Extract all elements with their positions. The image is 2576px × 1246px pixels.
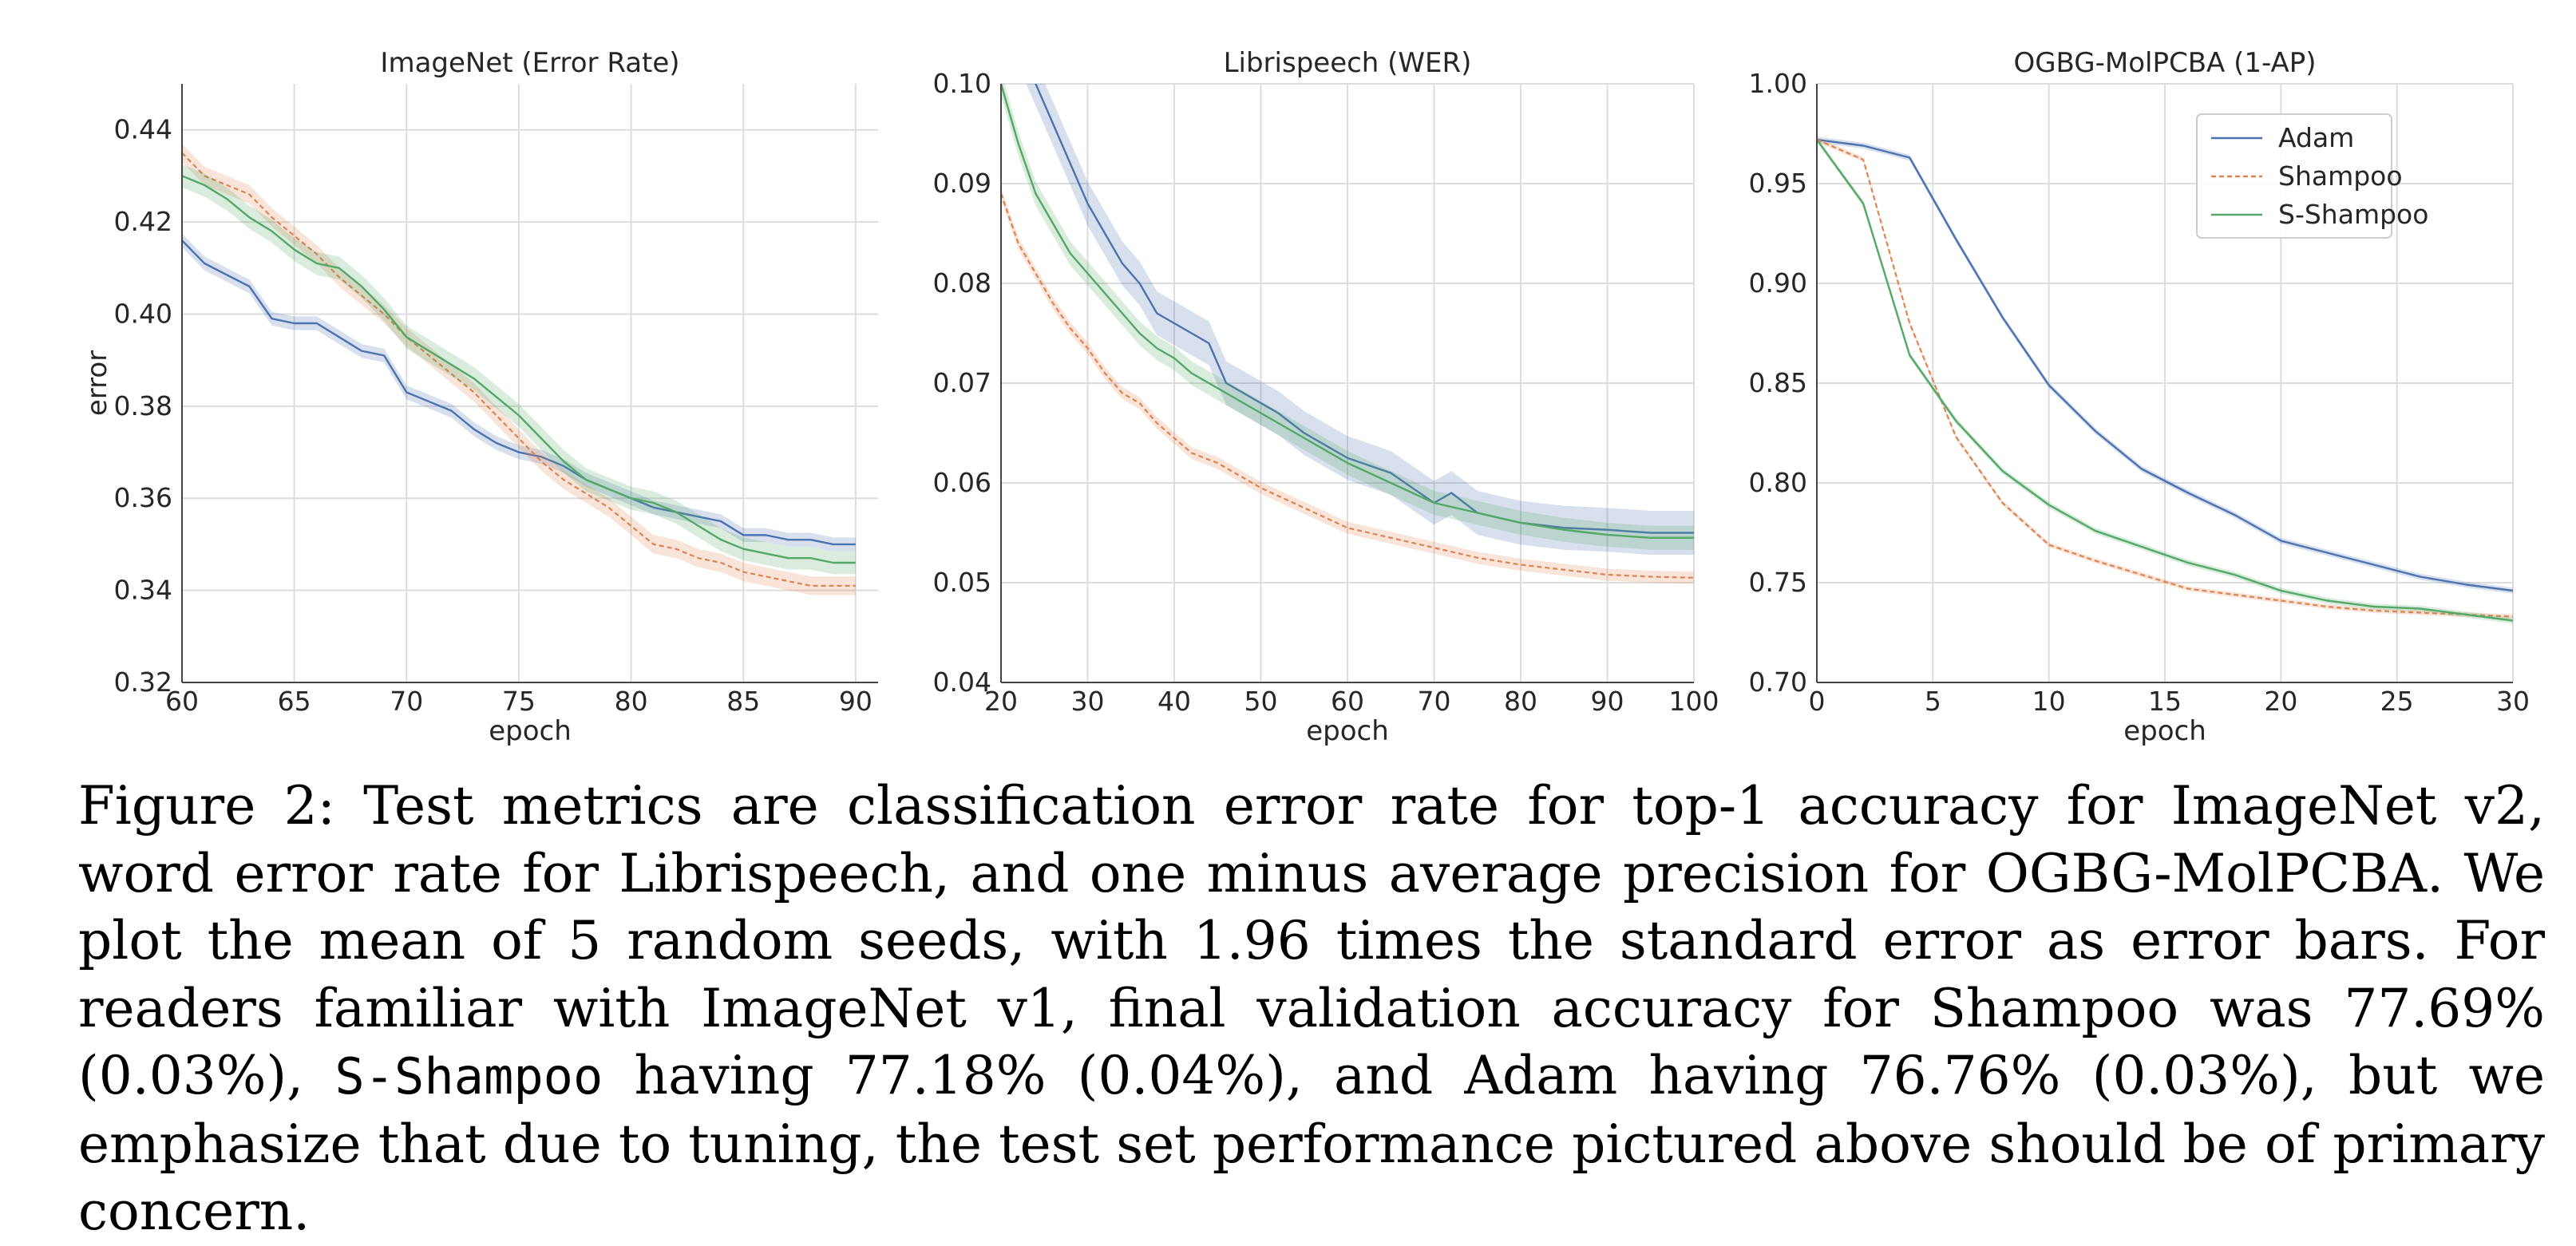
x-tick-label: 20	[2264, 686, 2297, 717]
y-tick-label: 0.08	[933, 267, 991, 299]
y-tick-label: 0.42	[114, 206, 172, 237]
y-tick-label: 0.04	[933, 667, 991, 698]
series-line-shampoo	[1001, 193, 1694, 579]
legend: Adam Shampoo S-Shampoo	[2196, 113, 2428, 239]
x-tick-label: 80	[1504, 686, 1537, 717]
y-tick-label: 0.34	[114, 575, 172, 606]
y-tick-label: 0.95	[1749, 168, 1807, 199]
caption-text-1: Figure 2: Test metrics are classificatio…	[78, 775, 2545, 1106]
plot-area	[1001, 84, 1694, 584]
x-tick-label: 90	[839, 686, 873, 717]
figure-caption: Figure 2: Test metrics are classificatio…	[78, 773, 2545, 1246]
y-tick-label: 0.80	[1749, 467, 1807, 498]
x-tick-label: 0	[1809, 686, 1826, 717]
y-tick-label: 0.38	[114, 390, 172, 421]
series-line-shampoo	[182, 152, 856, 587]
y-tick-label: 0.40	[114, 298, 172, 329]
chart-panel-1: 60 65 70 75 80 85 90 0.32 0.34 0.36 0.38 0.40 0.42 0.…	[81, 47, 878, 747]
charts-svg: 60 65 70 75 80 85 90 0.32 0.34 0.36 0.38 0.40 0.42 0.…	[81, 47, 2530, 747]
series-line-s-shampoo	[182, 175, 856, 564]
series-line-adam	[182, 239, 856, 546]
y-tick-label: 0.90	[1749, 267, 1807, 299]
x-axis-label: epoch	[489, 715, 572, 747]
x-tick-label: 30	[1071, 686, 1105, 717]
x-tick-label: 50	[1244, 686, 1278, 717]
plot-area	[1817, 136, 2513, 624]
legend-label-shampoo: Shampoo	[2278, 160, 2403, 192]
x-tick-label: 20	[984, 686, 1018, 717]
y-tick-label: 0.10	[933, 68, 991, 99]
x-tick-label: 15	[2148, 686, 2182, 717]
y-tick-label: 0.70	[1749, 667, 1807, 698]
y-tick-label: 0.07	[933, 367, 991, 398]
legend-label-adam: Adam	[2278, 122, 2354, 153]
y-axis-label: error	[81, 350, 113, 416]
x-tick-label: 70	[1418, 686, 1451, 717]
error-band-adam	[1026, 84, 1694, 555]
x-tick-label: 30	[2496, 686, 2530, 717]
y-tick-label: 0.36	[114, 482, 172, 513]
y-tick-label: 0.85	[1749, 367, 1807, 398]
x-tick-label: 40	[1157, 686, 1191, 717]
x-tick-label: 25	[2380, 686, 2414, 717]
figure-charts: 60 65 70 75 80 85 90 0.32 0.34 0.36 0.38 0.40 0.42 0.…	[81, 47, 2530, 747]
x-tick-label: 85	[726, 686, 760, 717]
caption-method-name: S-Shampoo	[334, 1047, 603, 1106]
chart-panel-3: 0 5 10 15 20 25 30 0.70 0.75 0.80 0.85 0.90 0.95 1.00…	[1749, 47, 2530, 747]
y-tick-label: 0.44	[114, 114, 172, 145]
chart-panel-2: 20 30 40 50 60 70 80 90 100 0.04 0.05 0.06 0.07 0.08 0…	[933, 47, 1719, 747]
y-tick-label: 0.06	[933, 467, 991, 498]
chart-title: OGBG-MolPCBA (1-AP)	[2013, 47, 2316, 79]
legend-box	[2196, 113, 2392, 239]
series-line-shampoo	[1817, 138, 2513, 618]
legend-label-s-shampoo: S-Shampoo	[2278, 199, 2428, 230]
x-tick-label: 90	[1591, 686, 1624, 717]
error-band-shampoo	[182, 144, 856, 595]
x-tick-label: 80	[615, 686, 648, 717]
x-tick-label: 5	[1925, 686, 1941, 717]
series-line-s-shampoo	[1817, 139, 2513, 622]
error-band-s-shampoo	[182, 164, 856, 575]
x-axis-label: epoch	[2123, 715, 2206, 747]
y-tick-label: 0.09	[933, 168, 991, 199]
x-axis-label: epoch	[1306, 715, 1389, 747]
x-tick-label: 100	[1669, 686, 1719, 717]
x-tick-label: 65	[278, 686, 311, 717]
chart-title: ImageNet (Error Rate)	[380, 47, 679, 79]
y-tick-label: 1.00	[1749, 68, 1807, 99]
series-line-adam	[1817, 138, 2513, 592]
error-band-s-shampoo	[1001, 84, 1694, 550]
y-tick-label: 0.05	[933, 567, 991, 598]
x-tick-label: 70	[390, 686, 423, 717]
x-tick-label: 75	[502, 686, 536, 717]
x-tick-label: 10	[2032, 686, 2066, 717]
plot-area	[182, 144, 856, 595]
y-tick-label: 0.75	[1749, 567, 1807, 598]
x-tick-label: 60	[165, 686, 199, 717]
y-tick-label: 0.32	[114, 667, 172, 698]
series-line-s-shampoo	[1001, 84, 1694, 539]
x-tick-label: 60	[1331, 686, 1364, 717]
chart-title: Librispeech (WER)	[1224, 47, 1472, 79]
